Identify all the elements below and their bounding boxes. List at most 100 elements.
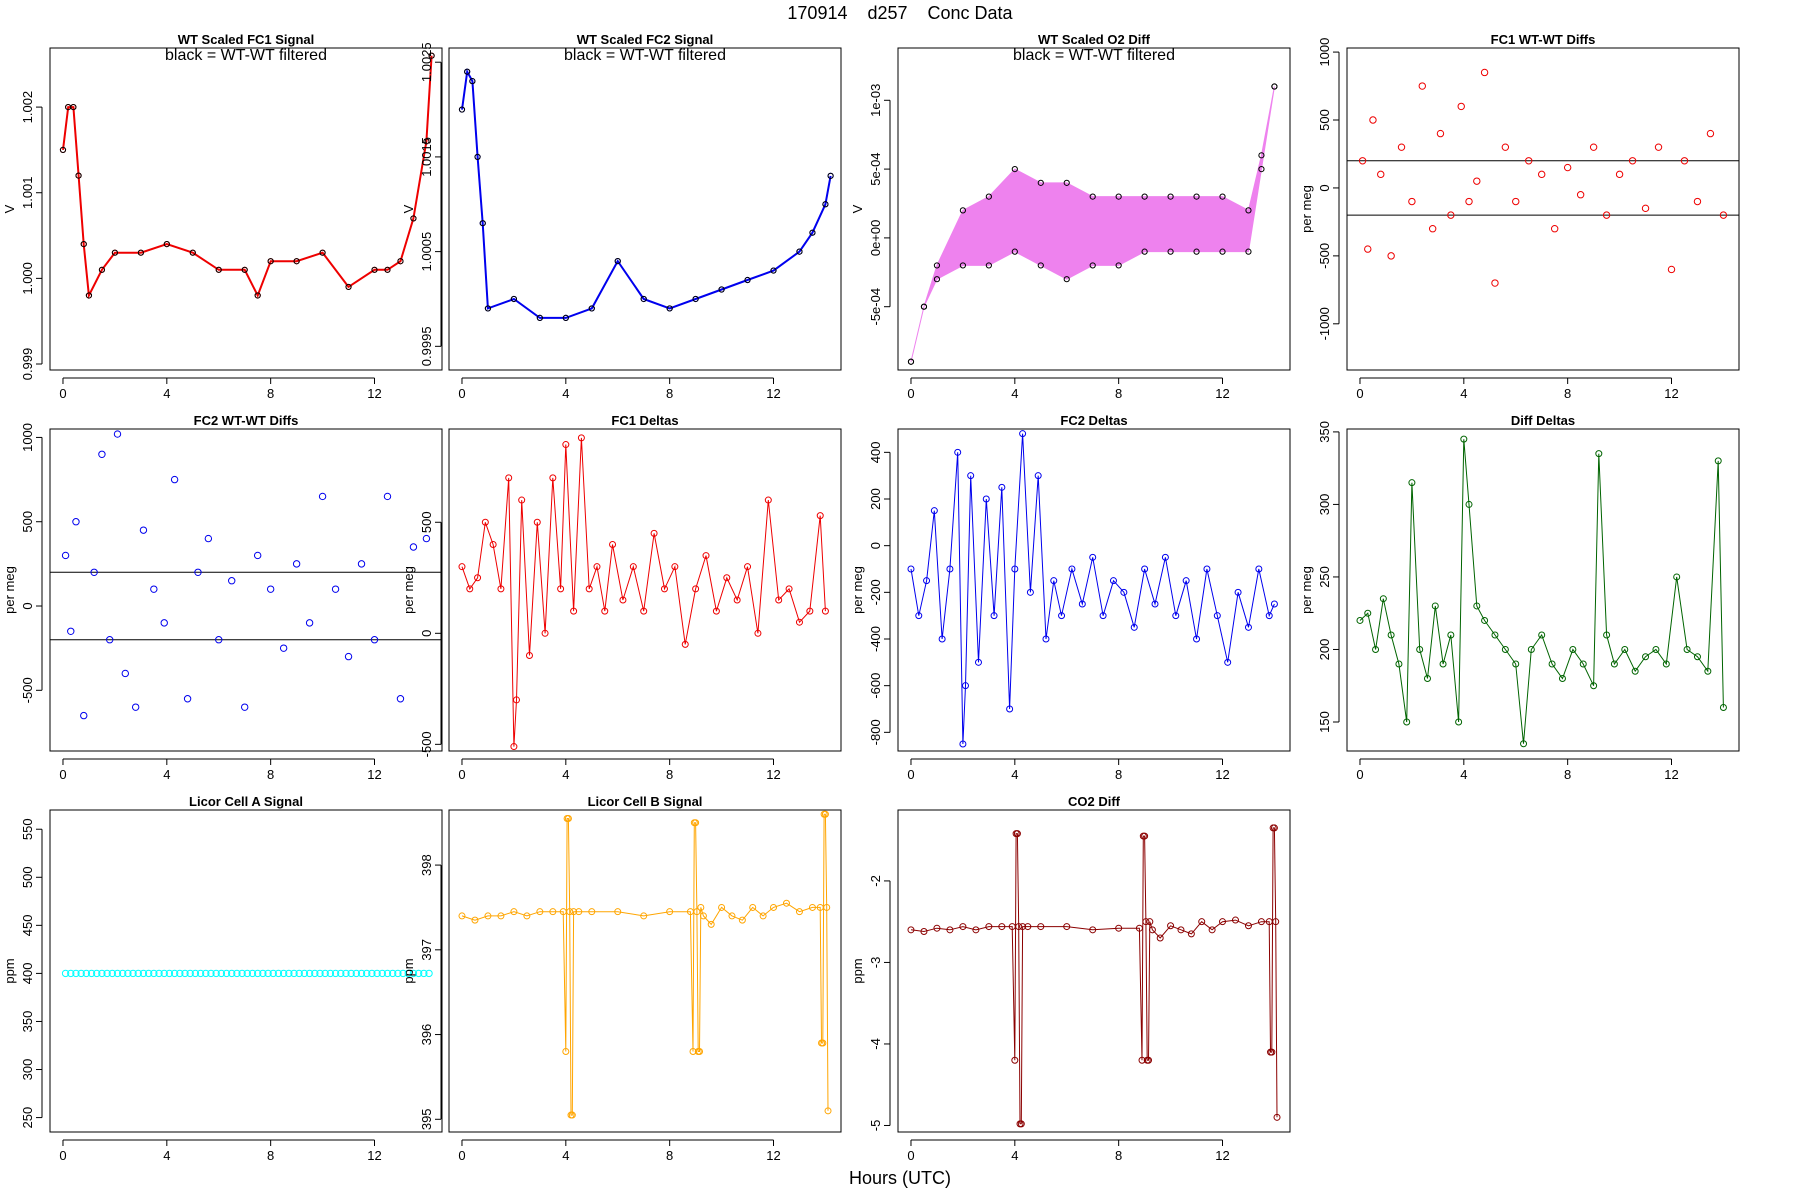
data-point [202, 969, 210, 978]
y-tick-label: 1.0005 [419, 232, 434, 272]
data-point [285, 969, 293, 978]
y-tick-label: 500 [419, 511, 434, 533]
y-tick-label: 150 [1317, 711, 1332, 733]
data-point [588, 908, 596, 916]
data-point [933, 924, 941, 932]
panel-licor_a: Licor Cell A Signal ppm 0 4 8 12 250 300 350 400 4… [2, 794, 443, 1163]
data-point [1058, 612, 1066, 620]
data-point [549, 908, 557, 916]
y-axis-label: per meg [850, 566, 865, 614]
data-point [363, 969, 371, 978]
data-point [228, 577, 236, 585]
filtered-point-upper [1141, 193, 1148, 200]
data-point [316, 969, 324, 978]
data-point [373, 969, 381, 978]
x-tick-label: 12 [1215, 767, 1229, 782]
y-tick-label: -500 [1317, 243, 1332, 269]
panel-title: FC1 WT-WT Diffs [1491, 32, 1596, 47]
data-point [681, 640, 689, 648]
data-point [186, 969, 194, 978]
y-tick-label: 550 [20, 818, 35, 840]
filtered-point-upper [1258, 152, 1265, 159]
data-point [1255, 565, 1263, 573]
data-point [331, 969, 340, 978]
panel-title: WT Scaled O2 Diff [1038, 32, 1151, 47]
data-point [326, 969, 335, 978]
data-point [1019, 923, 1027, 931]
y-axis-label: ppm [401, 958, 416, 983]
data-point [347, 969, 355, 978]
filtered-point [137, 249, 144, 256]
filtered-point-lower [1193, 248, 1200, 255]
plot-frame [49, 809, 443, 1133]
data-point [176, 969, 184, 978]
data-point [998, 923, 1006, 931]
data-point [399, 969, 407, 978]
data-point [614, 908, 622, 916]
data-point [795, 908, 803, 916]
data-point [1078, 600, 1086, 608]
data-point [378, 969, 386, 978]
data-point [1148, 926, 1156, 934]
y-tick-label: 450 [20, 914, 35, 936]
data-point [1013, 830, 1021, 838]
panel-title: FC2 Deltas [1060, 413, 1127, 428]
data-point [113, 430, 122, 438]
filtered-point-lower [1141, 248, 1148, 255]
filtered-point [692, 295, 699, 303]
data-point [409, 969, 418, 978]
data-point [1714, 457, 1722, 465]
data-point [131, 703, 140, 711]
y-tick-label: 0e+00 [868, 220, 883, 257]
panel-fc1_deltas: FC1 Deltas per meg 0 4 8 12 -500 0 500 [401, 413, 842, 782]
data-point [1693, 653, 1701, 661]
data-point [1683, 645, 1691, 653]
data-point [785, 585, 793, 593]
panel-title: Licor Cell B Signal [588, 794, 703, 809]
data-point [770, 903, 778, 911]
filtered-point-lower [1011, 248, 1018, 255]
data-point [139, 526, 148, 534]
plot-frame [897, 428, 1291, 752]
data-point [1610, 660, 1618, 668]
y-tick-label: -500 [419, 731, 434, 757]
filtered-point [718, 286, 725, 293]
y-tick-label: 400 [868, 441, 883, 463]
y-tick-label: 0.999 [20, 348, 35, 381]
data-point [279, 969, 288, 978]
data-point [816, 512, 824, 520]
data-point [1034, 472, 1042, 480]
data-point [292, 560, 301, 568]
x-tick-label: 8 [666, 386, 673, 401]
plot-area [1356, 435, 1727, 748]
data-point [1377, 170, 1385, 179]
data-point [819, 1039, 827, 1047]
data-point [723, 574, 731, 582]
x-tick-label: 8 [666, 767, 673, 782]
data-point [61, 969, 70, 978]
series-line [461, 813, 829, 1116]
data-point [1512, 197, 1520, 206]
data-point [383, 492, 392, 501]
data-point [749, 903, 757, 911]
data-point [266, 585, 275, 593]
filtered-point-lower [933, 276, 941, 283]
data-point [1244, 922, 1252, 930]
data-point [160, 619, 168, 627]
data-point [1099, 612, 1107, 620]
panel-title: WT Scaled FC1 Signal [178, 32, 315, 47]
x-tick-label: 4 [163, 386, 170, 401]
data-point [1706, 129, 1715, 138]
data-point [821, 607, 829, 615]
data-point [536, 908, 544, 916]
y-tick-label: -4 [868, 1038, 883, 1050]
data-point [106, 636, 114, 644]
plot-area [458, 434, 829, 751]
x-tick-label: 0 [907, 386, 914, 401]
data-point [1234, 588, 1242, 596]
x-tick-label: 4 [562, 1148, 569, 1163]
data-point [1135, 924, 1143, 932]
y-tick-label: 0 [419, 630, 434, 637]
data-point [1569, 645, 1577, 653]
